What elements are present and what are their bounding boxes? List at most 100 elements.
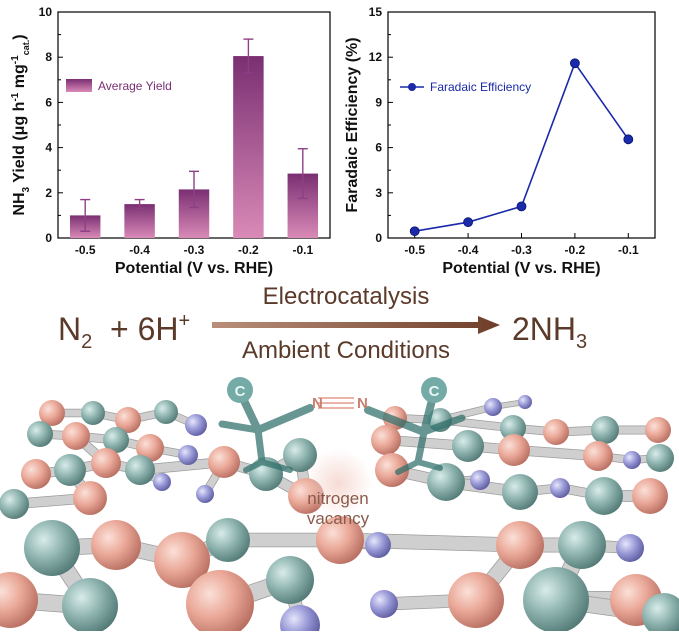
yield-legend-swatch: [66, 79, 92, 92]
nitrogen-atom: [365, 532, 391, 558]
yield-y-title-mid: Yield (μg h: [11, 102, 28, 187]
boron-atom: [316, 516, 364, 564]
yield-y-tick-label: 4: [45, 141, 52, 155]
nitrogen-atom: [196, 485, 214, 503]
fe-x-tick-label: -0.4: [458, 243, 479, 257]
fe-y-ticks: 0 3 6 9 12 15: [369, 5, 393, 245]
faradaic-efficiency-chart: 0 3 6 9 12 15 -0.5 -0.4 -0.3 -0.2 -0.1 Faradaic E…: [344, 5, 656, 277]
equation-plus-6h: + 6H: [110, 311, 178, 347]
equation-n2-sub: 2: [81, 331, 92, 353]
fe-x-ticks: -0.5 -0.4 -0.3 -0.2 -0.1: [404, 233, 639, 257]
carbon-atom: [523, 567, 589, 633]
carbon-atom: [500, 415, 526, 441]
boron-atom: [73, 481, 107, 515]
carbon-atom: [591, 416, 619, 444]
boron-atom: [39, 400, 65, 426]
fe-data-point: [570, 58, 580, 69]
yield-x-tick-label: -0.5: [75, 243, 96, 257]
fe-y-tick-label: 0: [375, 231, 382, 245]
vacancy-label-line2: vacancy: [307, 509, 370, 528]
yield-x-tick-label: -0.4: [129, 243, 150, 257]
yield-legend: Average Yield: [66, 79, 172, 93]
yield-y-title-sup1: -1: [10, 92, 21, 101]
fe-x-tick-label: -0.2: [565, 243, 586, 257]
carbon-atom: [558, 521, 606, 569]
nitrogen-atom: [178, 445, 198, 465]
yield-x-tick-label: -0.1: [292, 243, 313, 257]
boron-atom: [62, 422, 90, 450]
boron-atom: [136, 434, 164, 462]
equation-product-main: 2NH: [512, 311, 576, 347]
yield-bars: [69, 38, 319, 238]
carbon-atom: [646, 444, 674, 472]
yield-y-tick-label: 6: [45, 95, 52, 109]
boron-atom: [21, 459, 51, 489]
fe-points: [409, 58, 634, 237]
fe-y-tick-label: 15: [369, 5, 383, 19]
nitrogen-atom: [470, 470, 490, 490]
nitrogen-atom: [518, 395, 532, 409]
yield-y-title-sub2: cat.: [21, 40, 31, 56]
boron-atom: [115, 407, 141, 433]
carbon-atom: [81, 401, 105, 425]
fe-legend-marker: [408, 83, 416, 91]
fe-y-tick-label: 9: [375, 95, 382, 109]
boron-atom: [583, 441, 613, 471]
yield-y-tick-label: 2: [45, 186, 52, 200]
carbon-atom: [154, 400, 178, 424]
carbon-atom: [585, 477, 623, 515]
carbon-atom: [206, 518, 250, 562]
boron-atom: [208, 446, 240, 478]
fe-legend: Faradaic Efficiency: [400, 80, 531, 94]
boron-atom: [448, 572, 504, 628]
equation-protons: + 6H+: [110, 310, 190, 347]
boron-atom: [496, 521, 544, 569]
carbon-atom: [283, 438, 317, 472]
carbon-atom: [24, 520, 80, 576]
boron-atom: [645, 417, 671, 443]
n-atom-right-label: N: [357, 395, 368, 412]
yield-y-title-sup2: -1: [10, 55, 21, 64]
carbon-atom: [103, 427, 129, 453]
boron-atom: [91, 448, 121, 478]
reaction-equation: N2 + 6H+ Electrocatalysis Ambient Condit…: [58, 283, 587, 364]
nitrogen-atom: [153, 473, 171, 491]
yield-y-title-mid2: mg: [11, 64, 28, 92]
carbon-atom: [427, 463, 465, 501]
yield-bar: [124, 204, 155, 238]
fe-data-point: [516, 201, 527, 212]
yield-y-title-end: ): [11, 34, 28, 39]
carbon-atom: [125, 455, 155, 485]
nitrogen-atom: [185, 414, 207, 436]
adsorbed-carbon-left: [218, 377, 314, 473]
nitrogen-atom: [550, 478, 570, 498]
carbon-label-left: C: [235, 383, 246, 400]
carbon-atom: [642, 593, 679, 636]
fe-y-axis-title: Faradaic Efficiency (%): [344, 37, 361, 212]
nitrogen-atom: [616, 534, 644, 562]
yield-x-axis-title: Potential (V vs. RHE): [115, 260, 273, 277]
yield-y-tick-label: 8: [45, 50, 52, 64]
boron-atom: [371, 425, 401, 455]
carbon-atom: [62, 578, 118, 634]
equation-h-sup: +: [178, 310, 190, 332]
fe-data-point: [463, 217, 474, 228]
nitrogen-vacancy-glow: [304, 449, 372, 517]
fe-x-tick-label: -0.1: [618, 243, 639, 257]
carbon-label-right: C: [429, 383, 440, 400]
equation-n2-main: N: [58, 311, 81, 347]
fe-x-tick-label: -0.3: [511, 243, 532, 257]
nitrogen-atom: [280, 605, 320, 636]
equation-product-sub: 3: [576, 331, 587, 353]
carbon-atom: [452, 430, 484, 462]
fe-data-point: [623, 134, 634, 145]
fe-y-tick-label: 3: [375, 186, 382, 200]
yield-y-tick-label: 0: [45, 231, 52, 245]
fe-data-point: [409, 226, 420, 237]
bn-lattice-illustration: C C N N nitrogen vacancy: [0, 377, 679, 636]
boron-atom: [0, 572, 38, 628]
boron-atom: [375, 453, 409, 487]
nitrogen-atom: [370, 590, 398, 618]
dinitrogen-molecule: [318, 397, 354, 409]
